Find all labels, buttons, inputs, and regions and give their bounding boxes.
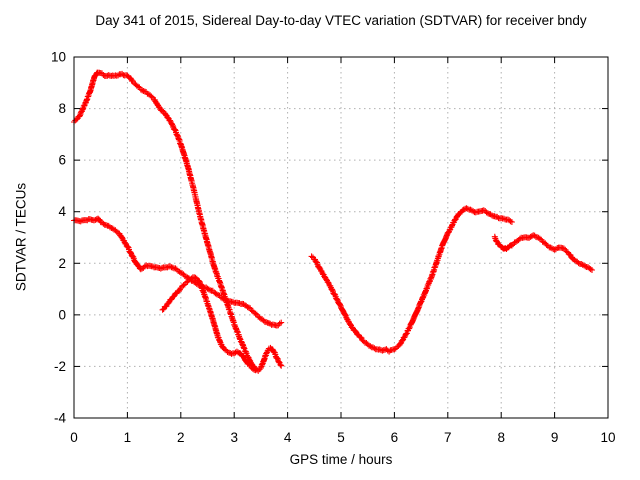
x-tick-label: 5 [337,430,345,445]
x-tick-label: 2 [177,430,185,445]
y-tick-label: 2 [58,256,66,271]
x-tick-label: 8 [497,430,505,445]
grid-lines [74,57,608,418]
axes-border [73,56,609,419]
y-tick-label: 4 [58,204,66,219]
y-tick-label: -2 [54,359,66,374]
tick-labels: 0 1 2 3 4 5 6 7 8 9 10 -4 -2 0 2 4 6 8 10 [51,50,616,446]
x-tick-label: 1 [124,430,132,445]
series-trace-2-mid-arc [71,215,285,329]
series-trace-5-evening [491,232,595,273]
x-tick-label: 7 [444,430,452,445]
y-tick-label: 8 [58,101,66,116]
x-tick-label: 10 [600,430,615,445]
series-trace-4-midday-u [308,205,515,355]
y-tick-label: 10 [51,50,66,65]
x-tick-label: 0 [70,430,78,445]
y-tick-label: 0 [58,307,66,322]
x-tick-label: 4 [284,430,292,445]
series-trace-3-short-peak [159,274,259,374]
y-axis-title: SDTVAR / TECUs [13,182,29,292]
y-tick-label: 6 [58,153,66,168]
x-axis-title: GPS time / hours [289,452,393,467]
x-tick-label: 6 [391,430,399,445]
chart-title: Day 341 of 2015, Sidereal Day-to-day VTE… [95,13,587,28]
y-tick-label: -4 [54,411,66,426]
x-tick-label: 3 [230,430,238,445]
x-tick-label: 9 [551,430,559,445]
